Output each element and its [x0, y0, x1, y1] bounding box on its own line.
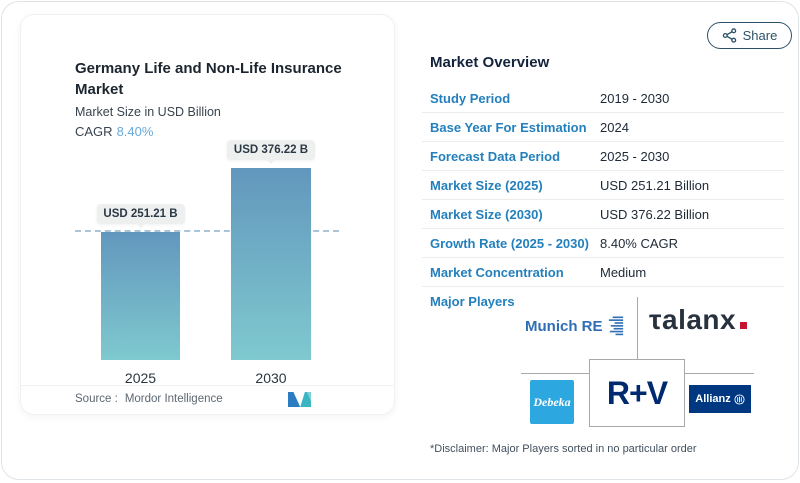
bar-value-callout-2025: USD 251.21 B — [96, 203, 185, 228]
bar-value-label-2030: USD 376.22 B — [226, 140, 316, 161]
table-row-forecast-period: Forecast Data Period 2025 - 2030 — [422, 142, 784, 171]
bar-chart: USD 251.21 B 2025 USD 376.22 B 2030 — [21, 140, 394, 386]
table-row-market-size-2030: Market Size (2030) USD 376.22 Billion — [422, 200, 784, 229]
bar-2030[interactable] — [231, 168, 311, 360]
row-label: Forecast Data Period — [430, 148, 561, 164]
row-label: Base Year For Estimation — [430, 119, 587, 135]
chart-subtitle: Market Size in USD Billion — [75, 105, 221, 119]
cagr-label: CAGR — [75, 124, 113, 139]
munich-re-stripes-icon — [607, 314, 626, 338]
share-button[interactable]: Share — [707, 22, 792, 49]
allianz-logo: Allianz — [689, 385, 751, 413]
bar-column-2025: USD 251.21 B 2025 — [96, 145, 185, 386]
x-axis-label-2030: 2030 — [255, 370, 287, 386]
allianz-logo-text: Allianz — [695, 393, 731, 405]
source-value: Mordor Intelligence — [124, 393, 223, 405]
x-axis-label-2025: 2025 — [124, 370, 157, 386]
disclaimer-text: *Disclaimer: Major Players sorted in no … — [430, 443, 697, 455]
row-value: 2019 - 2030 — [600, 90, 670, 106]
major-players-label: Major Players — [430, 294, 515, 309]
row-value: 8.40% CAGR — [600, 235, 679, 251]
talanx-logo-text: τalanx — [649, 304, 737, 335]
row-label: Market Size (2025) — [430, 177, 543, 193]
table-row-base-year: Base Year For Estimation 2024 — [422, 113, 784, 142]
row-value: Medium — [600, 264, 647, 280]
source-label: Source : — [75, 393, 118, 405]
share-button-label: Share — [742, 28, 778, 43]
chart-title: Germany Life and Non-Life Insurance Mark… — [75, 60, 342, 98]
reference-dashed-line — [75, 229, 339, 232]
bar-value-callout-2030: USD 376.22 B — [226, 140, 316, 165]
players-vertical-divider — [637, 297, 638, 359]
mordor-intelligence-logo-icon — [288, 392, 311, 412]
cagr-value: 8.40% — [116, 124, 154, 139]
market-overview-table: Study Period 2019 - 2030 Base Year For E… — [422, 84, 784, 287]
table-row-study-period: Study Period 2019 - 2030 — [422, 84, 784, 113]
bar-2025[interactable] — [101, 231, 180, 360]
row-label: Market Concentration — [430, 264, 564, 280]
share-nodes-icon — [722, 28, 737, 43]
market-overview-heading: Market Overview — [430, 54, 550, 71]
row-label: Growth Rate (2025 - 2030) — [430, 235, 589, 251]
talanx-red-square-icon — [740, 321, 748, 329]
row-label: Study Period — [430, 90, 511, 106]
allianz-eagle-circle-icon — [734, 393, 745, 405]
debeka-logo: Debeka — [530, 380, 574, 424]
callout-caret — [266, 159, 276, 165]
table-row-market-concentration: Market Concentration Medium — [422, 258, 784, 287]
ruv-logo: R+V — [589, 359, 685, 427]
callout-caret — [135, 222, 146, 228]
table-row-market-size-2025: Market Size (2025) USD 251.21 Billion — [422, 171, 784, 200]
bar-column-2030: USD 376.22 B 2030 — [226, 140, 316, 386]
table-row-growth-rate: Growth Rate (2025 - 2030) 8.40% CAGR — [422, 229, 784, 258]
debeka-logo-text: Debeka — [533, 394, 571, 409]
row-label: Market Size (2030) — [430, 206, 543, 222]
source-row: Source : Mordor Intelligence — [21, 385, 394, 414]
row-value: 2025 - 2030 — [600, 148, 670, 164]
ruv-logo-text: R+V — [606, 374, 668, 411]
row-value: USD 376.22 Billion — [600, 206, 710, 222]
bar-value-label-2025: USD 251.21 B — [96, 203, 185, 224]
row-value: USD 251.21 Billion — [600, 177, 710, 193]
chart-cagr: CAGR 8.40% — [75, 124, 153, 139]
row-value: 2024 — [600, 119, 629, 135]
munich-re-logo: Munich RE — [525, 314, 626, 338]
talanx-logo: τalanx — [649, 304, 748, 336]
munich-re-logo-text: Munich RE — [525, 317, 603, 335]
source-text: Source : Mordor Intelligence — [75, 393, 223, 405]
chart-card: Germany Life and Non-Life Insurance Mark… — [20, 14, 395, 415]
